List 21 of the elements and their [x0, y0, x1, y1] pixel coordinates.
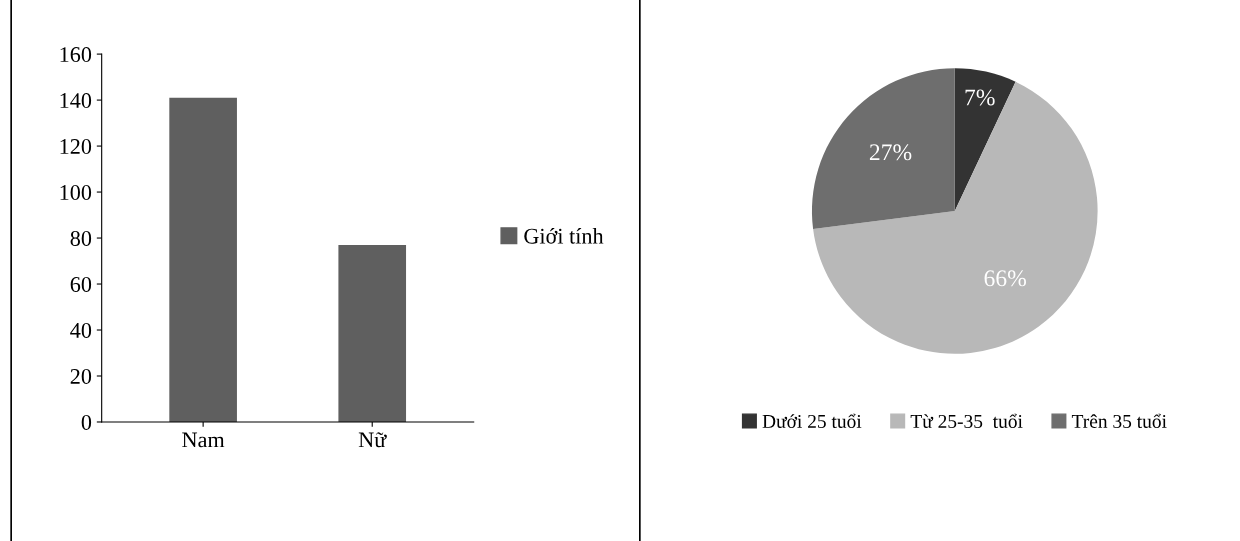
legend-label: Dưới 25 tuổi: [762, 413, 862, 428]
y-tick-label: 100: [60, 184, 92, 200]
pie-slice: [811, 68, 955, 229]
y-tick-label: 40: [70, 322, 92, 338]
data-label: 66%: [984, 270, 1026, 287]
y-tick-label: 140: [60, 93, 92, 109]
x-tick-label: Nữ: [358, 432, 387, 448]
y-tick-label: 120: [60, 139, 92, 154]
data-label: 7%: [965, 89, 995, 106]
y-tick-label: 20: [70, 368, 92, 384]
y-tick-label: 0: [81, 414, 92, 430]
y-tick-label: 80: [70, 230, 92, 246]
y-tick-label: 160: [60, 47, 92, 63]
legend-label: Giới tính: [524, 228, 604, 244]
legend-label: Từ 25-35 tuổi: [910, 413, 1023, 428]
x-tick-label: Nam: [182, 432, 225, 448]
legend-label: Trên 35 tuổi: [1071, 413, 1167, 428]
y-tick-label: 60: [70, 276, 92, 292]
pie-slice: [954, 68, 1016, 211]
data-label: 27%: [869, 144, 912, 161]
pie-slice: [813, 81, 1098, 354]
